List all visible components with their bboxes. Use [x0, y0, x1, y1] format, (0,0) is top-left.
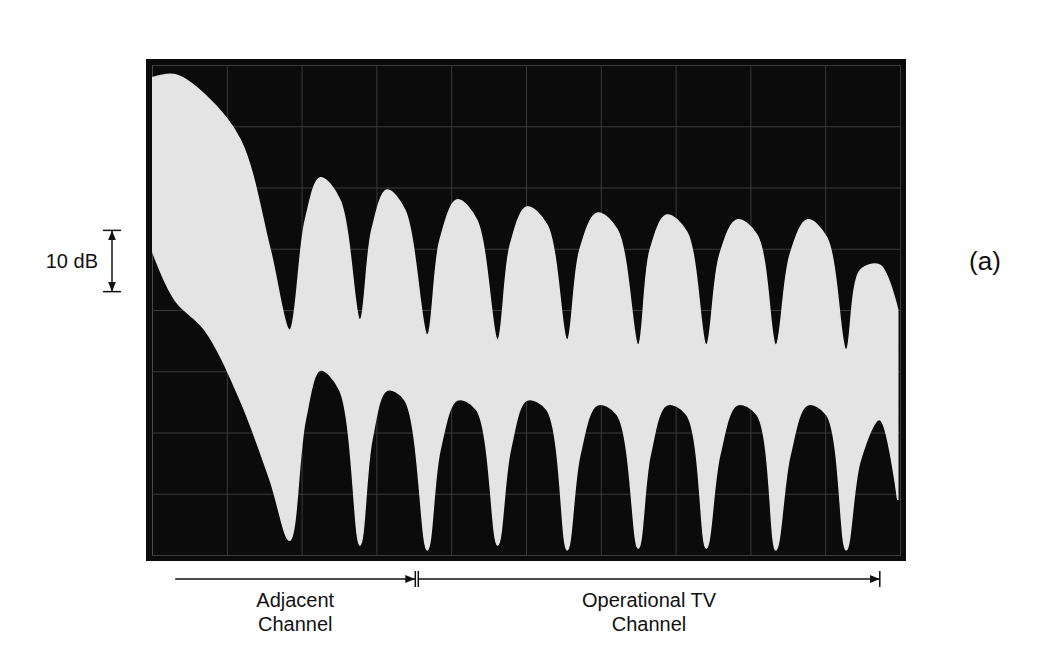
grid-line [152, 494, 900, 495]
grid-line [900, 65, 901, 555]
grid-line [152, 65, 900, 66]
tick [900, 65, 901, 555]
channel-cap [418, 571, 420, 587]
axis-line [153, 65, 901, 556]
scale-bar-line [111, 230, 113, 291]
scale-bar-label: 10 dB [46, 250, 98, 272]
spectrum-trace [152, 74, 898, 550]
channel-arrow [175, 578, 415, 580]
scale-bar-cap [103, 291, 121, 293]
channel-arrow [418, 578, 880, 580]
scale-bar [103, 230, 121, 291]
panel-label: (a) [969, 246, 1001, 276]
x-axis [153, 65, 901, 556]
channel-cap [415, 571, 417, 587]
tick [152, 494, 900, 495]
grid-line [152, 555, 900, 556]
channel-span [418, 571, 880, 587]
scale-bar-cap [103, 230, 121, 232]
screen [146, 59, 906, 561]
channel-label: Operational TVChannel [582, 589, 717, 635]
y-axis [152, 66, 900, 556]
chart: 10 dB (a) AdjacentChannel Operational TVCha… [0, 0, 1047, 658]
tick [152, 126, 900, 127]
tick [152, 65, 900, 66]
channel-label: AdjacentChannel [256, 589, 334, 635]
channel-span [175, 571, 415, 587]
tick [152, 188, 900, 189]
grid-line [152, 188, 900, 189]
channel-cap [879, 571, 881, 587]
grid-line [152, 126, 900, 127]
axis-line [153, 66, 901, 556]
marks [152, 74, 898, 550]
tick [152, 555, 900, 556]
